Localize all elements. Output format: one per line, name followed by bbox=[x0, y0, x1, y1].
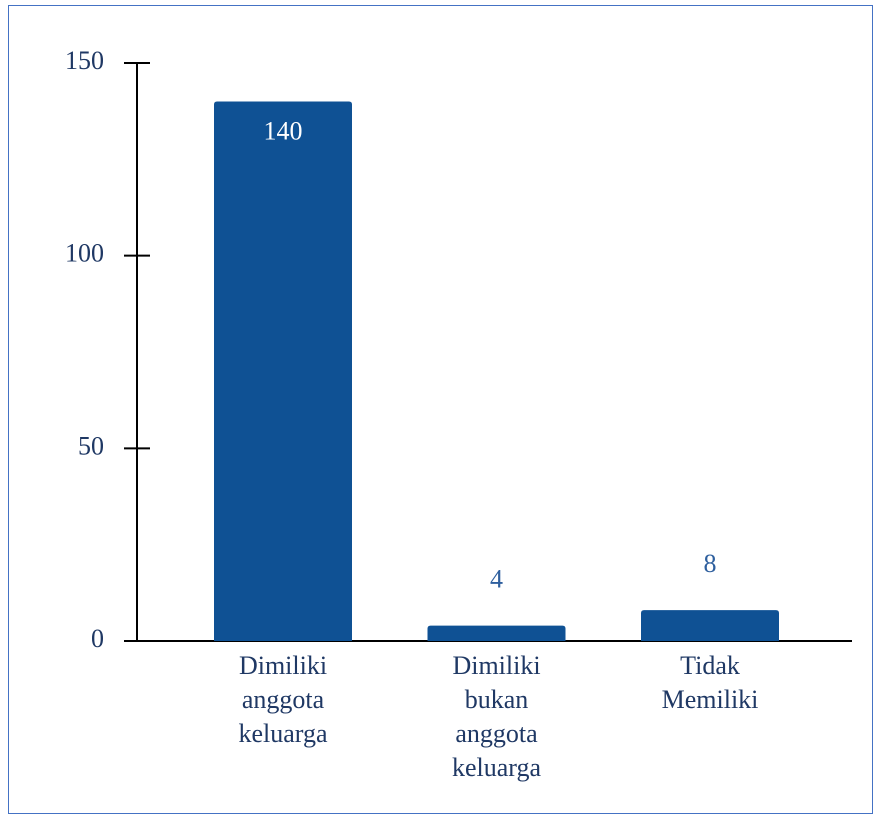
value-label: 4 bbox=[490, 565, 503, 594]
x-tick-label-line: anggota bbox=[242, 685, 325, 714]
bar bbox=[427, 625, 566, 641]
value-label: 8 bbox=[704, 549, 717, 578]
x-tick-label-line: Dimiliki bbox=[239, 651, 327, 680]
y-tick-label: 50 bbox=[78, 431, 104, 460]
x-tick-label: Tidak Memiliki bbox=[662, 651, 759, 714]
bar bbox=[214, 101, 352, 642]
bar bbox=[641, 610, 779, 641]
x-tick-label-line: Tidak bbox=[680, 651, 740, 680]
x-tick-label: Dimiliki anggota keluarga bbox=[238, 651, 327, 748]
x-tick-label: Dimiliki bukan anggota keluarga bbox=[452, 651, 541, 782]
y-tick-label: 100 bbox=[65, 239, 104, 268]
x-tick-label-line: keluarga bbox=[452, 753, 541, 782]
value-label: 140 bbox=[264, 117, 303, 146]
x-tick-label-line: Memiliki bbox=[662, 685, 759, 714]
frame bbox=[8, 5, 873, 814]
x-tick-label-line: Dimiliki bbox=[452, 651, 540, 680]
y-tick-label: 0 bbox=[91, 624, 104, 653]
x-tick-label-line: anggota bbox=[455, 719, 538, 748]
x-tick-label-line: bukan bbox=[465, 685, 529, 714]
x-tick-label-line: keluarga bbox=[238, 719, 327, 748]
y-tick-label: 150 bbox=[65, 46, 104, 75]
